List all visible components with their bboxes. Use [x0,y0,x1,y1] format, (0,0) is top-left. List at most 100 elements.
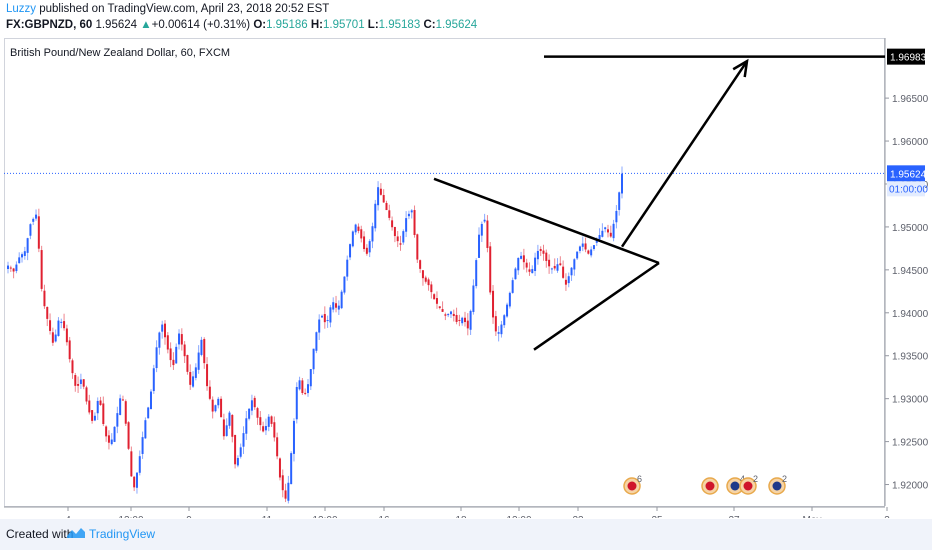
candle-body [391,220,394,228]
time-tick-label: 16 [378,515,390,518]
candle-body [278,458,281,478]
candle-body [21,254,24,258]
event-count: 2 [782,474,787,484]
chart-panel[interactable]: British Pound/New Zealand Dollar, 60, FX… [4,38,928,518]
candle-body [46,306,49,319]
candle-body [351,231,354,247]
candle-body [99,400,102,405]
candle-body [472,285,475,312]
time-tick-label: 12:00 [506,515,531,518]
candle-body [295,387,298,420]
candle-body [71,360,74,374]
candle-body [469,310,472,330]
candle-body [559,263,562,266]
candle-body [262,426,265,432]
candle-body [363,236,366,250]
candle-body [256,408,259,418]
breakout-arrow-head[interactable] [732,58,749,78]
symbol-label[interactable]: FX:GBPNZD, 60 [6,19,93,31]
candle-body [18,257,21,264]
time-tick-label: 3 [884,515,890,518]
candle-body [175,346,178,364]
candle-body [500,324,503,335]
tradingview-brand-link[interactable]: TradingView [89,527,156,541]
candle-body [335,303,338,308]
candle-body [245,418,248,434]
open-label: O: [253,19,267,31]
time-axis[interactable]: 4 12:00 9 11 12:00 16 18 12:00 23 25 27 May 3 [65,507,890,518]
time-tick-label: 27 [728,515,740,518]
candle-body [57,320,60,336]
candle-body [590,249,593,256]
candle-body [172,359,175,366]
candle-body [326,320,329,322]
candle-body [441,309,444,312]
candle-body [155,347,158,369]
breakout-arrow-shaft[interactable] [620,60,749,248]
time-tick-label: 4 [65,515,71,518]
triangle-upper-trendline[interactable] [433,177,660,265]
candle-body [360,229,363,239]
candle-body [321,315,324,318]
candle-body [259,417,262,426]
candle-body [91,410,94,421]
candle-body [318,319,321,333]
candle-body [197,352,200,370]
candle-body [32,218,35,222]
candle-body [368,241,371,253]
candle-body [54,334,57,342]
candle-body [492,290,495,318]
candle-body [438,306,441,309]
candle-body [273,422,276,438]
candle-body [494,316,497,332]
high-value: 1.95701 [323,19,365,31]
candle-body [63,321,66,329]
candle-body [475,260,478,287]
time-tick-label: 12:00 [118,515,143,518]
candle-body [609,232,612,237]
candle-body [60,321,63,323]
price-tick-label: 1.96000 [892,137,928,148]
candle-body [236,457,239,466]
price-tick-label: 1.96500 [892,94,928,105]
candle-body [396,236,399,242]
target-price-tag [887,48,925,65]
price-chart[interactable]: British Pound/New Zealand Dollar, 60, FX… [4,38,928,518]
candle-body [447,314,450,316]
event-flag-core [772,481,782,491]
candle-body [242,433,245,447]
candle-body [130,451,133,477]
low-label: L: [367,19,379,31]
candle-body [548,259,551,267]
price-axis[interactable]: 1.92000 1.92500 1.93000 1.93500 1.94000 1.945… [885,48,928,492]
candle-body [601,230,604,237]
publish-text: published on TradingView.com, April 23, … [36,3,330,15]
time-tick-label: May [803,515,822,518]
candle-body [508,292,511,307]
event-flag-core [730,481,740,491]
candle-body [40,250,43,289]
publish-info: Luzzy published on TradingView.com, Apri… [6,3,329,15]
candle-body [234,434,237,465]
author-link[interactable]: Luzzy [6,3,37,15]
triangle-lower-trendline[interactable] [533,261,660,351]
candle-body [225,425,228,436]
candle-body [455,315,458,322]
candle-body [68,340,71,360]
candle-body [186,355,189,372]
candle-body [166,335,169,350]
price-tick-label: 1.93500 [892,352,928,363]
tradingview-logo-icon[interactable] [66,526,86,540]
candle-body [222,419,225,437]
symbol-ohlc-line: FX:GBPNZD, 60 1.95624 ▲+0.00614 (+0.31%)… [6,19,477,31]
candle-body [581,243,584,247]
high-label: H: [310,19,324,31]
candle-body [514,268,517,280]
candle-body [506,304,509,317]
candle-body [301,380,304,394]
candle-body [121,399,124,401]
candle-body [550,268,553,270]
candle-body [604,227,607,230]
low-value: 1.95183 [378,19,421,31]
plot-area[interactable] [4,38,885,507]
